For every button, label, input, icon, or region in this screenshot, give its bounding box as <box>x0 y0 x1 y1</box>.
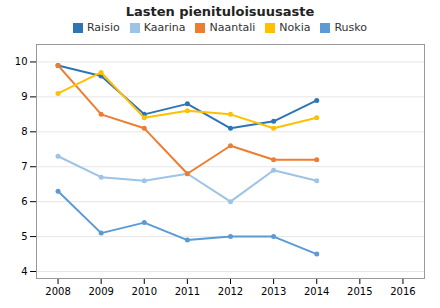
svg-text:9: 9 <box>21 91 27 102</box>
html-text:Rusko: Rusko <box>334 21 367 34</box>
svg-text:8: 8 <box>21 126 27 137</box>
svg-text:2012: 2012 <box>218 286 243 297</box>
html-text:Kaarina: Kaarina <box>143 21 186 34</box>
svg-text:2015: 2015 <box>347 286 372 297</box>
svg-text:2008: 2008 <box>45 286 70 297</box>
svg-text:2010: 2010 <box>132 286 157 297</box>
svg-text:4: 4 <box>21 266 27 277</box>
svg-text:2013: 2013 <box>261 286 286 297</box>
html-text:Lasten pienituloisuusaste: Lasten pienituloisuusaste <box>125 4 315 19</box>
html-text:Nokia: Nokia <box>279 21 311 34</box>
html-text:Naantali: Naantali <box>209 21 256 34</box>
html-text:Raisio: Raisio <box>87 21 120 34</box>
svg-text:10: 10 <box>15 56 28 67</box>
svg-text:6: 6 <box>21 196 27 207</box>
svg-text:2014: 2014 <box>304 286 329 297</box>
svg-text:2009: 2009 <box>88 286 113 297</box>
svg-text:5: 5 <box>21 231 27 242</box>
svg-text:2011: 2011 <box>175 286 200 297</box>
svg-text:2016: 2016 <box>390 286 415 297</box>
svg-text:7: 7 <box>21 161 27 172</box>
